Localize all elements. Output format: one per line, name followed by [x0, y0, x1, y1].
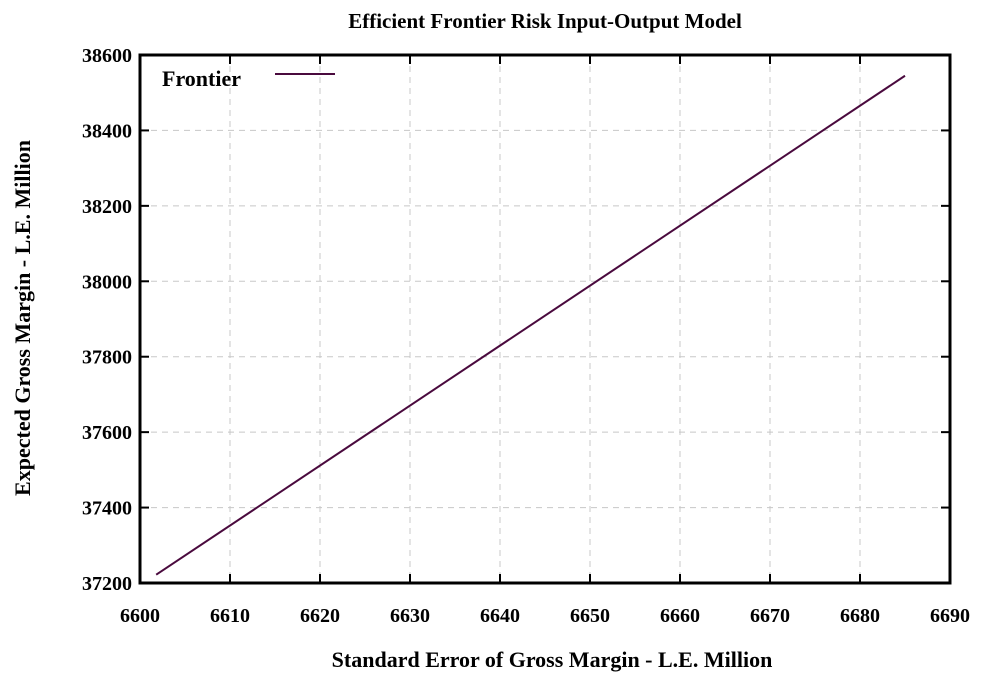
y-axis-label: Expected Gross Margin - L.E. Million — [10, 140, 35, 496]
series-line-frontier — [155, 74, 906, 576]
x-tick-label: 6650 — [570, 605, 610, 627]
series-layer — [155, 74, 906, 576]
x-tick-label: 6660 — [660, 605, 700, 627]
y-tick-label: 38400 — [82, 120, 132, 142]
y-tick-label: 38600 — [82, 45, 132, 67]
x-tick-label: 6680 — [840, 605, 880, 627]
legend: Frontier — [162, 66, 335, 91]
x-tick-label: 6610 — [210, 605, 250, 627]
x-axis: 6600 6610 6620 6630 6640 6650 6660 6670 6680 6690 — [120, 55, 970, 627]
x-tick-label: 6600 — [120, 605, 160, 627]
y-axis: 37200 37400 37600 37800 38000 38200 38400 38600 — [82, 45, 950, 595]
legend-label-frontier: Frontier — [162, 66, 241, 91]
x-axis-label: Standard Error of Gross Margin - L.E. Mi… — [332, 647, 773, 672]
x-tick-label: 6620 — [300, 605, 340, 627]
chart-title: Efficient Frontier Risk Input-Output Mod… — [348, 9, 742, 33]
y-tick-label: 37200 — [82, 573, 132, 595]
y-tick-label: 37600 — [82, 422, 132, 444]
x-tick-label: 6690 — [930, 605, 970, 627]
plot-frame — [138, 53, 952, 585]
y-tick-label: 37800 — [82, 347, 132, 369]
x-tick-label: 6630 — [390, 605, 430, 627]
x-tick-label: 6640 — [480, 605, 520, 627]
grid — [140, 55, 950, 583]
y-tick-label: 38000 — [82, 271, 132, 293]
y-tick-label: 38200 — [82, 196, 132, 218]
y-tick-label: 37400 — [82, 498, 132, 520]
x-tick-label: 6670 — [750, 605, 790, 627]
